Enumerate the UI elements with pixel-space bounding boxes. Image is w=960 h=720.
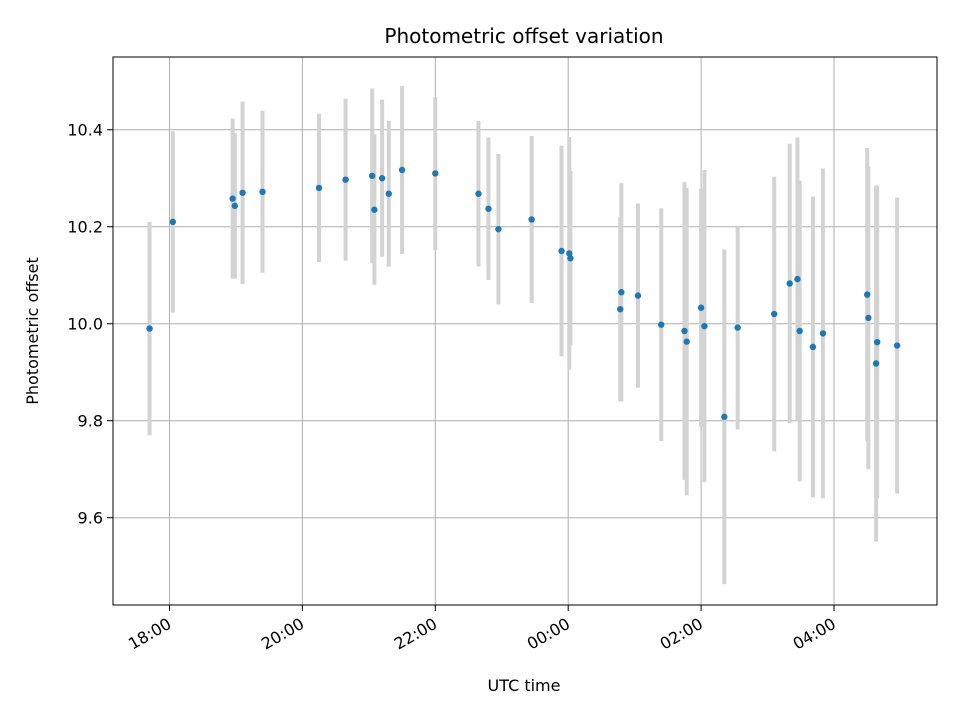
data-point [229,195,236,202]
data-point [146,325,153,332]
data-point [770,310,778,318]
y-axis-label: Photometric offset [23,257,42,405]
data-point [796,327,803,335]
y-tick-label: 10.2 [67,218,103,237]
x-axis-ticks: 18:00 20:00 22:00 00:00 02:00 04:00 [125,605,839,654]
data-point [634,292,642,299]
y-tick-label: 10.0 [67,315,103,334]
data-point [819,330,827,337]
data-point [658,321,665,328]
data-point [475,190,482,197]
error-bars [147,86,900,585]
data-point [567,255,574,262]
data-point [169,218,177,226]
chart-title: Photometric offset variation [384,24,663,48]
data-point [231,202,239,210]
data-point [528,216,535,223]
data-point [342,176,349,183]
data-point [371,206,378,213]
data-point [398,166,406,174]
x-axis-label: UTC time [488,676,561,695]
data-point [864,291,871,298]
data-point [721,413,728,421]
data-point [697,304,705,311]
data-point [809,343,817,351]
x-tick-label: 00:00 [524,614,573,654]
data-point [701,322,708,330]
x-tick-label: 04:00 [790,614,839,654]
data-point [786,280,793,287]
data-point [385,190,392,197]
y-axis-ticks: 9.6 9.8 10.0 10.2 10.4 [67,121,113,528]
data-point [368,172,376,180]
data-point [259,188,266,196]
y-tick-label: 10.4 [67,121,103,140]
data-point [495,225,502,233]
data-point [681,327,688,335]
data-point [239,189,246,196]
data-points [146,166,901,421]
data-point [485,205,492,212]
data-point [872,360,880,367]
x-tick-label: 22:00 [391,614,440,654]
y-tick-label: 9.8 [78,412,103,431]
data-point [893,342,901,349]
plot-frame [112,56,938,606]
y-tick-label: 9.6 [78,509,103,528]
x-tick-label: 02:00 [657,614,706,654]
data-point [873,338,881,346]
data-point [566,250,573,257]
data-point [617,305,624,313]
data-point [683,338,690,345]
data-point [432,170,439,177]
data-point [865,314,872,322]
data-point [378,175,386,182]
data-point [734,324,741,331]
x-tick-label: 20:00 [258,614,307,654]
data-point [558,247,565,255]
data-point [618,289,625,296]
x-tick-label: 18:00 [125,614,174,654]
data-point [794,275,801,283]
data-point [315,184,323,192]
